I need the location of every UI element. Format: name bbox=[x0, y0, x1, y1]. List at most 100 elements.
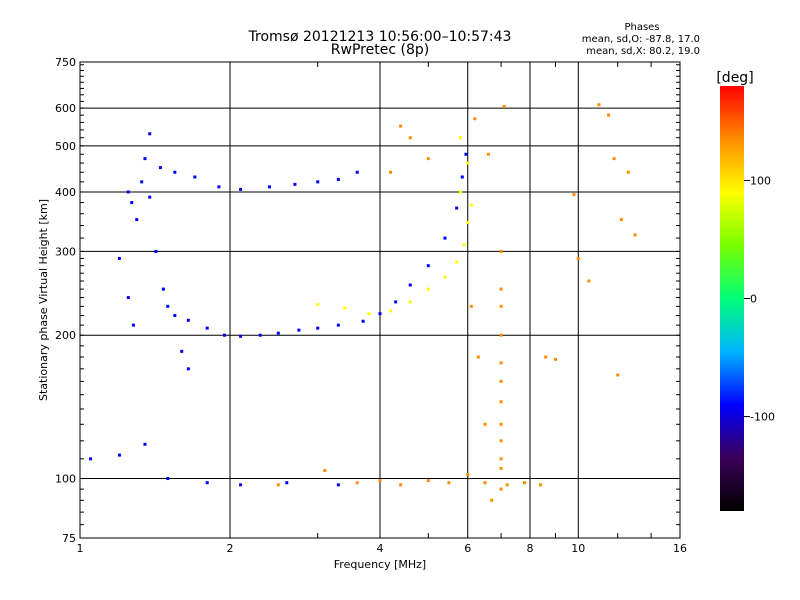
data-point bbox=[499, 379, 503, 383]
data-point bbox=[378, 312, 382, 316]
data-point bbox=[466, 161, 470, 165]
data-point bbox=[239, 334, 243, 338]
data-point bbox=[426, 287, 430, 291]
data-point bbox=[466, 472, 470, 476]
data-point bbox=[361, 319, 365, 323]
data-point bbox=[166, 304, 170, 308]
data-point bbox=[166, 477, 170, 481]
data-point bbox=[323, 468, 327, 472]
y-tick-label: 600 bbox=[55, 102, 76, 115]
x-tick-label: 6 bbox=[464, 542, 471, 555]
phase-legend: Phases mean, sd,O: -87.8, 17.0 mean, sd,… bbox=[582, 22, 700, 57]
data-point bbox=[135, 218, 139, 222]
data-point bbox=[239, 483, 243, 487]
data-point bbox=[539, 483, 543, 487]
data-point bbox=[499, 422, 503, 426]
data-point bbox=[186, 367, 190, 371]
y-tick-label: 75 bbox=[62, 532, 76, 545]
data-point bbox=[502, 104, 506, 108]
data-point bbox=[180, 349, 184, 353]
data-point bbox=[460, 175, 464, 179]
data-point bbox=[336, 177, 340, 181]
data-point bbox=[186, 318, 190, 322]
data-point bbox=[399, 483, 403, 487]
data-point bbox=[499, 333, 503, 337]
x-tick-label: 4 bbox=[377, 542, 384, 555]
data-point bbox=[523, 481, 527, 485]
data-point bbox=[394, 300, 398, 304]
data-point bbox=[458, 190, 462, 194]
y-axis-label: Stationary phase Virtual Height [km] bbox=[37, 199, 50, 401]
data-point bbox=[469, 203, 473, 207]
data-point bbox=[223, 333, 227, 337]
colorbar bbox=[720, 86, 744, 511]
data-point bbox=[619, 218, 623, 222]
data-point bbox=[464, 152, 468, 156]
data-point bbox=[143, 442, 147, 446]
data-point bbox=[443, 275, 447, 279]
data-point bbox=[572, 193, 576, 197]
data-point bbox=[499, 400, 503, 404]
data-point bbox=[239, 187, 243, 191]
data-point bbox=[486, 152, 490, 156]
data-point bbox=[126, 190, 130, 194]
x-axis: 1 2 4 6 8 10 16 bbox=[77, 62, 687, 555]
data-point bbox=[544, 355, 548, 359]
colorbar-label: [deg] bbox=[716, 70, 753, 86]
data-point bbox=[148, 132, 152, 136]
data-point bbox=[154, 249, 158, 253]
data-point bbox=[458, 136, 462, 140]
y-tick-label: 400 bbox=[55, 186, 76, 199]
data-point bbox=[499, 287, 503, 291]
data-point bbox=[336, 483, 340, 487]
data-point bbox=[316, 303, 320, 307]
data-point bbox=[130, 201, 134, 205]
data-point bbox=[117, 453, 121, 457]
data-point bbox=[355, 481, 359, 485]
data-point bbox=[131, 323, 135, 327]
data-point bbox=[158, 166, 162, 170]
colorbar-ticks: 100 0 -100 bbox=[744, 174, 775, 424]
data-point bbox=[367, 312, 371, 316]
x-tick-label: 1 bbox=[77, 542, 84, 555]
data-point bbox=[126, 296, 130, 300]
data-point bbox=[499, 304, 503, 308]
data-point bbox=[576, 256, 580, 260]
data-point bbox=[473, 117, 477, 121]
y-tick-label: 500 bbox=[55, 140, 76, 153]
data-point bbox=[336, 323, 340, 327]
data-point bbox=[462, 243, 466, 247]
data-point bbox=[483, 422, 487, 426]
legend-line-x: mean, sd,X: 80.2, 19.0 bbox=[586, 46, 700, 57]
data-point bbox=[499, 466, 503, 470]
data-point bbox=[455, 206, 459, 210]
data-point bbox=[490, 498, 494, 502]
x-tick-label: 8 bbox=[527, 542, 534, 555]
data-point bbox=[469, 304, 473, 308]
data-point bbox=[161, 287, 165, 291]
data-point bbox=[343, 306, 347, 310]
data-point bbox=[316, 326, 320, 330]
data-point bbox=[607, 113, 611, 117]
data-point bbox=[408, 136, 412, 140]
colorbar-tick-label: 100 bbox=[750, 174, 771, 187]
data-point bbox=[140, 180, 144, 184]
data-point bbox=[499, 361, 503, 365]
data-point bbox=[297, 328, 301, 332]
data-point bbox=[117, 256, 121, 260]
data-point bbox=[612, 157, 616, 161]
chart-subtitle: RwPretec (8p) bbox=[331, 42, 429, 58]
data-point bbox=[426, 479, 430, 483]
data-point bbox=[455, 260, 459, 264]
data-point bbox=[285, 481, 289, 485]
data-point bbox=[426, 157, 430, 161]
data-point bbox=[276, 331, 280, 335]
y-axis: 75 100 200 300 400 500 600 750 bbox=[55, 56, 680, 545]
scatter-points bbox=[89, 103, 637, 502]
data-point bbox=[389, 170, 393, 174]
data-point bbox=[378, 479, 382, 483]
data-point bbox=[408, 283, 412, 287]
y-tick-label: 200 bbox=[55, 329, 76, 342]
x-axis-label: Frequency [MHz] bbox=[334, 558, 426, 571]
data-point bbox=[143, 157, 147, 161]
